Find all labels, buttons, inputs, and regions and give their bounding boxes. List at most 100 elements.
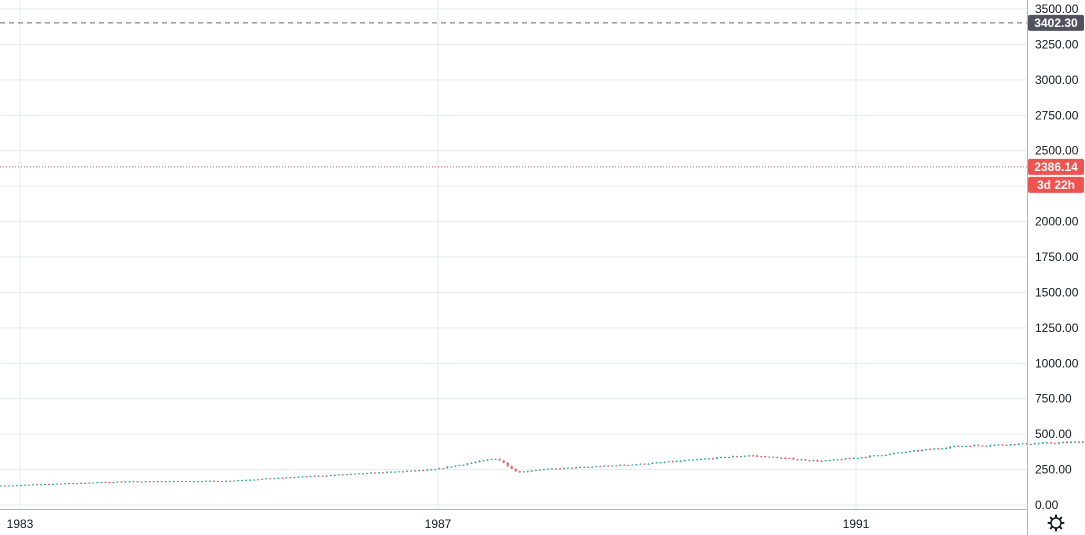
candle[interactable]	[136, 480, 139, 483]
candle[interactable]	[603, 465, 606, 467]
candle[interactable]	[1082, 441, 1085, 444]
candle[interactable]	[703, 458, 706, 460]
candle[interactable]	[812, 459, 815, 462]
candle[interactable]	[502, 460, 505, 463]
candle[interactable]	[667, 461, 670, 463]
candle[interactable]	[723, 456, 726, 459]
candle[interactable]	[872, 455, 875, 457]
candle[interactable]	[530, 470, 533, 472]
candle[interactable]	[1069, 441, 1072, 444]
candle[interactable]	[615, 465, 618, 467]
candle[interactable]	[719, 456, 722, 459]
candle[interactable]	[929, 448, 932, 451]
candle[interactable]	[281, 477, 284, 479]
candle[interactable]	[1045, 441, 1048, 444]
candle[interactable]	[764, 456, 767, 458]
candle[interactable]	[538, 469, 541, 471]
candle[interactable]	[176, 480, 179, 483]
candles[interactable]	[0, 33, 1085, 489]
candle[interactable]	[820, 460, 823, 462]
candle[interactable]	[369, 472, 372, 474]
candle[interactable]	[35, 484, 38, 486]
candle[interactable]	[1037, 442, 1040, 445]
candle[interactable]	[732, 455, 735, 458]
candle[interactable]	[518, 470, 521, 473]
candle[interactable]	[1001, 444, 1004, 446]
candle[interactable]	[619, 464, 622, 466]
candle[interactable]	[104, 481, 107, 484]
candle[interactable]	[196, 480, 199, 483]
candle[interactable]	[60, 483, 63, 485]
candle[interactable]	[257, 479, 260, 481]
candle[interactable]	[510, 465, 513, 470]
candle[interactable]	[864, 456, 867, 459]
candle[interactable]	[418, 470, 421, 472]
candle[interactable]	[683, 459, 686, 462]
candle[interactable]	[1005, 444, 1008, 446]
candle[interactable]	[180, 480, 183, 483]
candle[interactable]	[160, 480, 163, 483]
candle[interactable]	[844, 457, 847, 460]
candle[interactable]	[217, 480, 220, 482]
candle[interactable]	[249, 479, 252, 481]
candle[interactable]	[289, 477, 292, 479]
candle[interactable]	[522, 471, 525, 473]
candle[interactable]	[1041, 441, 1044, 445]
candle[interactable]	[27, 484, 30, 486]
price-axis[interactable]: 0.00 250.00 500.00 750.00 1000.00 1250.00 1500…	[1027, 0, 1079, 535]
candle[interactable]	[333, 474, 336, 476]
time-axis[interactable]: 1983198719911995199920032007201120152019	[0, 509, 1085, 532]
candle[interactable]	[691, 459, 694, 461]
candle[interactable]	[88, 482, 91, 484]
candle[interactable]	[19, 484, 22, 487]
candle[interactable]	[925, 448, 928, 451]
candle[interactable]	[92, 482, 95, 484]
candle[interactable]	[233, 480, 236, 482]
candle[interactable]	[152, 481, 155, 483]
candle[interactable]	[675, 460, 678, 462]
candle[interactable]	[285, 477, 288, 479]
candle[interactable]	[112, 481, 115, 484]
candle[interactable]	[68, 482, 71, 485]
candle[interactable]	[208, 480, 211, 482]
candle[interactable]	[361, 473, 364, 475]
candle[interactable]	[631, 464, 634, 466]
candle[interactable]	[941, 447, 944, 450]
candle[interactable]	[715, 457, 718, 460]
candle[interactable]	[868, 455, 871, 458]
candle[interactable]	[132, 480, 135, 483]
candle[interactable]	[269, 478, 272, 480]
candle[interactable]	[1078, 441, 1081, 443]
candle[interactable]	[760, 455, 763, 458]
candle[interactable]	[860, 457, 863, 459]
candle[interactable]	[961, 446, 964, 448]
candle[interactable]	[377, 471, 380, 474]
candle[interactable]	[7, 485, 10, 487]
candle[interactable]	[852, 457, 855, 459]
candle[interactable]	[341, 474, 344, 476]
candle[interactable]	[542, 468, 545, 471]
candle[interactable]	[462, 464, 465, 466]
candle[interactable]	[559, 467, 562, 470]
candle[interactable]	[80, 482, 83, 484]
candle[interactable]	[587, 466, 590, 468]
candle[interactable]	[880, 455, 883, 457]
candle[interactable]	[253, 479, 256, 481]
candle[interactable]	[1009, 444, 1012, 447]
candle[interactable]	[213, 480, 216, 482]
candle[interactable]	[896, 452, 899, 454]
candle[interactable]	[892, 452, 895, 455]
candle[interactable]	[993, 444, 996, 446]
candle[interactable]	[438, 467, 441, 470]
candle[interactable]	[740, 455, 743, 458]
candle[interactable]	[1017, 443, 1020, 446]
candle[interactable]	[192, 480, 195, 483]
candle[interactable]	[788, 457, 791, 459]
candle[interactable]	[414, 470, 417, 472]
candle[interactable]	[917, 449, 920, 452]
candle[interactable]	[140, 481, 143, 483]
candle[interactable]	[204, 480, 207, 482]
candle[interactable]	[76, 483, 79, 485]
candle[interactable]	[237, 479, 240, 482]
candle[interactable]	[486, 459, 489, 461]
